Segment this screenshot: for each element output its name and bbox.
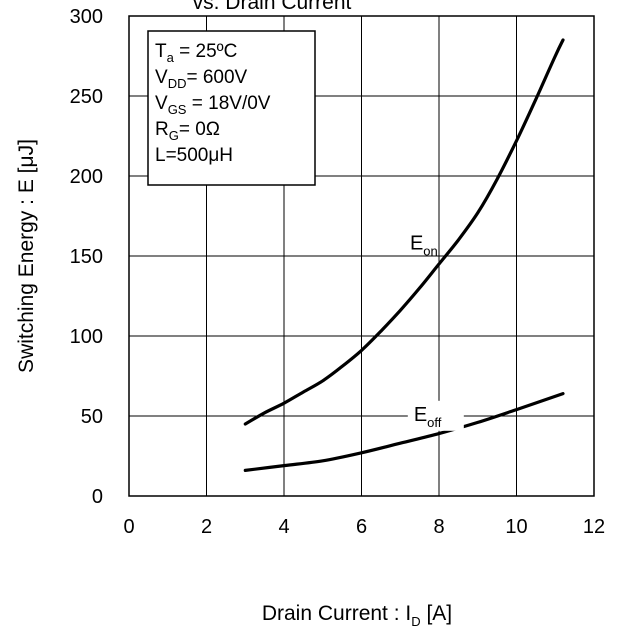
series-label-text: Eon [410,233,438,259]
y-tick-label: 200 [70,166,103,188]
series-label-text: Eoff [414,404,442,430]
series-line-e-off [243,392,565,472]
condition-value: = 600V [186,67,247,88]
x-tick-labels: 0 2 4 6 8 10 12 [123,516,605,538]
y-axis-label: Switching Energy : E [μJ] [15,139,38,373]
condition-main: L=500μH [155,145,233,166]
series-label-background [407,400,464,431]
series-label-main: E [410,233,423,255]
condition-line: VGS = 18V/0V [155,93,271,117]
x-axis-label-main: Drain Current : I [262,602,411,625]
series-label-main: E [414,404,427,426]
condition-value: = 18V/0V [186,93,270,114]
series-line-e-on [243,38,565,426]
condition-main: T [155,41,167,62]
chart-title: vs. Drain Current [193,0,352,14]
x-tick-label: 6 [356,516,367,538]
x-tick-label: 8 [433,516,444,538]
condition-line: VDD= 600V [155,67,248,91]
condition-sub: GS [168,102,187,117]
x-tick-label: 10 [505,516,527,538]
condition-line: RG= 0Ω [155,119,220,143]
y-tick-label: 50 [81,406,103,428]
y-tick-label: 250 [70,86,103,108]
y-tick-labels: 0 50 100 150 200 250 300 [70,6,103,508]
condition-sub: G [169,128,179,143]
series-label-sub: on [423,244,437,259]
y-tick-label: 150 [70,246,103,268]
condition-line: L=500μH [155,145,233,166]
condition-main: V [155,67,168,88]
y-tick-label: 300 [70,6,103,28]
condition-main: V [155,93,168,114]
series-label-sub: off [427,415,442,430]
conditions-box-frame [147,30,316,186]
x-tick-label: 4 [278,516,289,538]
x-tick-label: 2 [201,516,212,538]
condition-sub: a [167,50,175,65]
condition-line: Ta = 25ºC [155,41,237,65]
x-tick-label: 12 [583,516,605,538]
x-tick-label: 0 [123,516,134,538]
plot-frame [128,15,595,497]
condition-value: = 0Ω [179,119,220,140]
condition-sub: DD [168,76,187,91]
condition-value: = 25ºC [174,41,237,62]
series-lines [243,38,565,472]
y-tick-label: 0 [92,486,103,508]
series-label-off: Eoff [407,400,464,431]
series-label-on: Eon [410,233,438,259]
x-axis-label-sub: D [411,614,420,629]
x-axis-label-unit: [A] [421,602,453,625]
y-tick-label: 100 [70,326,103,348]
condition-main: R [155,119,169,140]
x-axis-label: Drain Current : ID [A] [262,602,452,629]
